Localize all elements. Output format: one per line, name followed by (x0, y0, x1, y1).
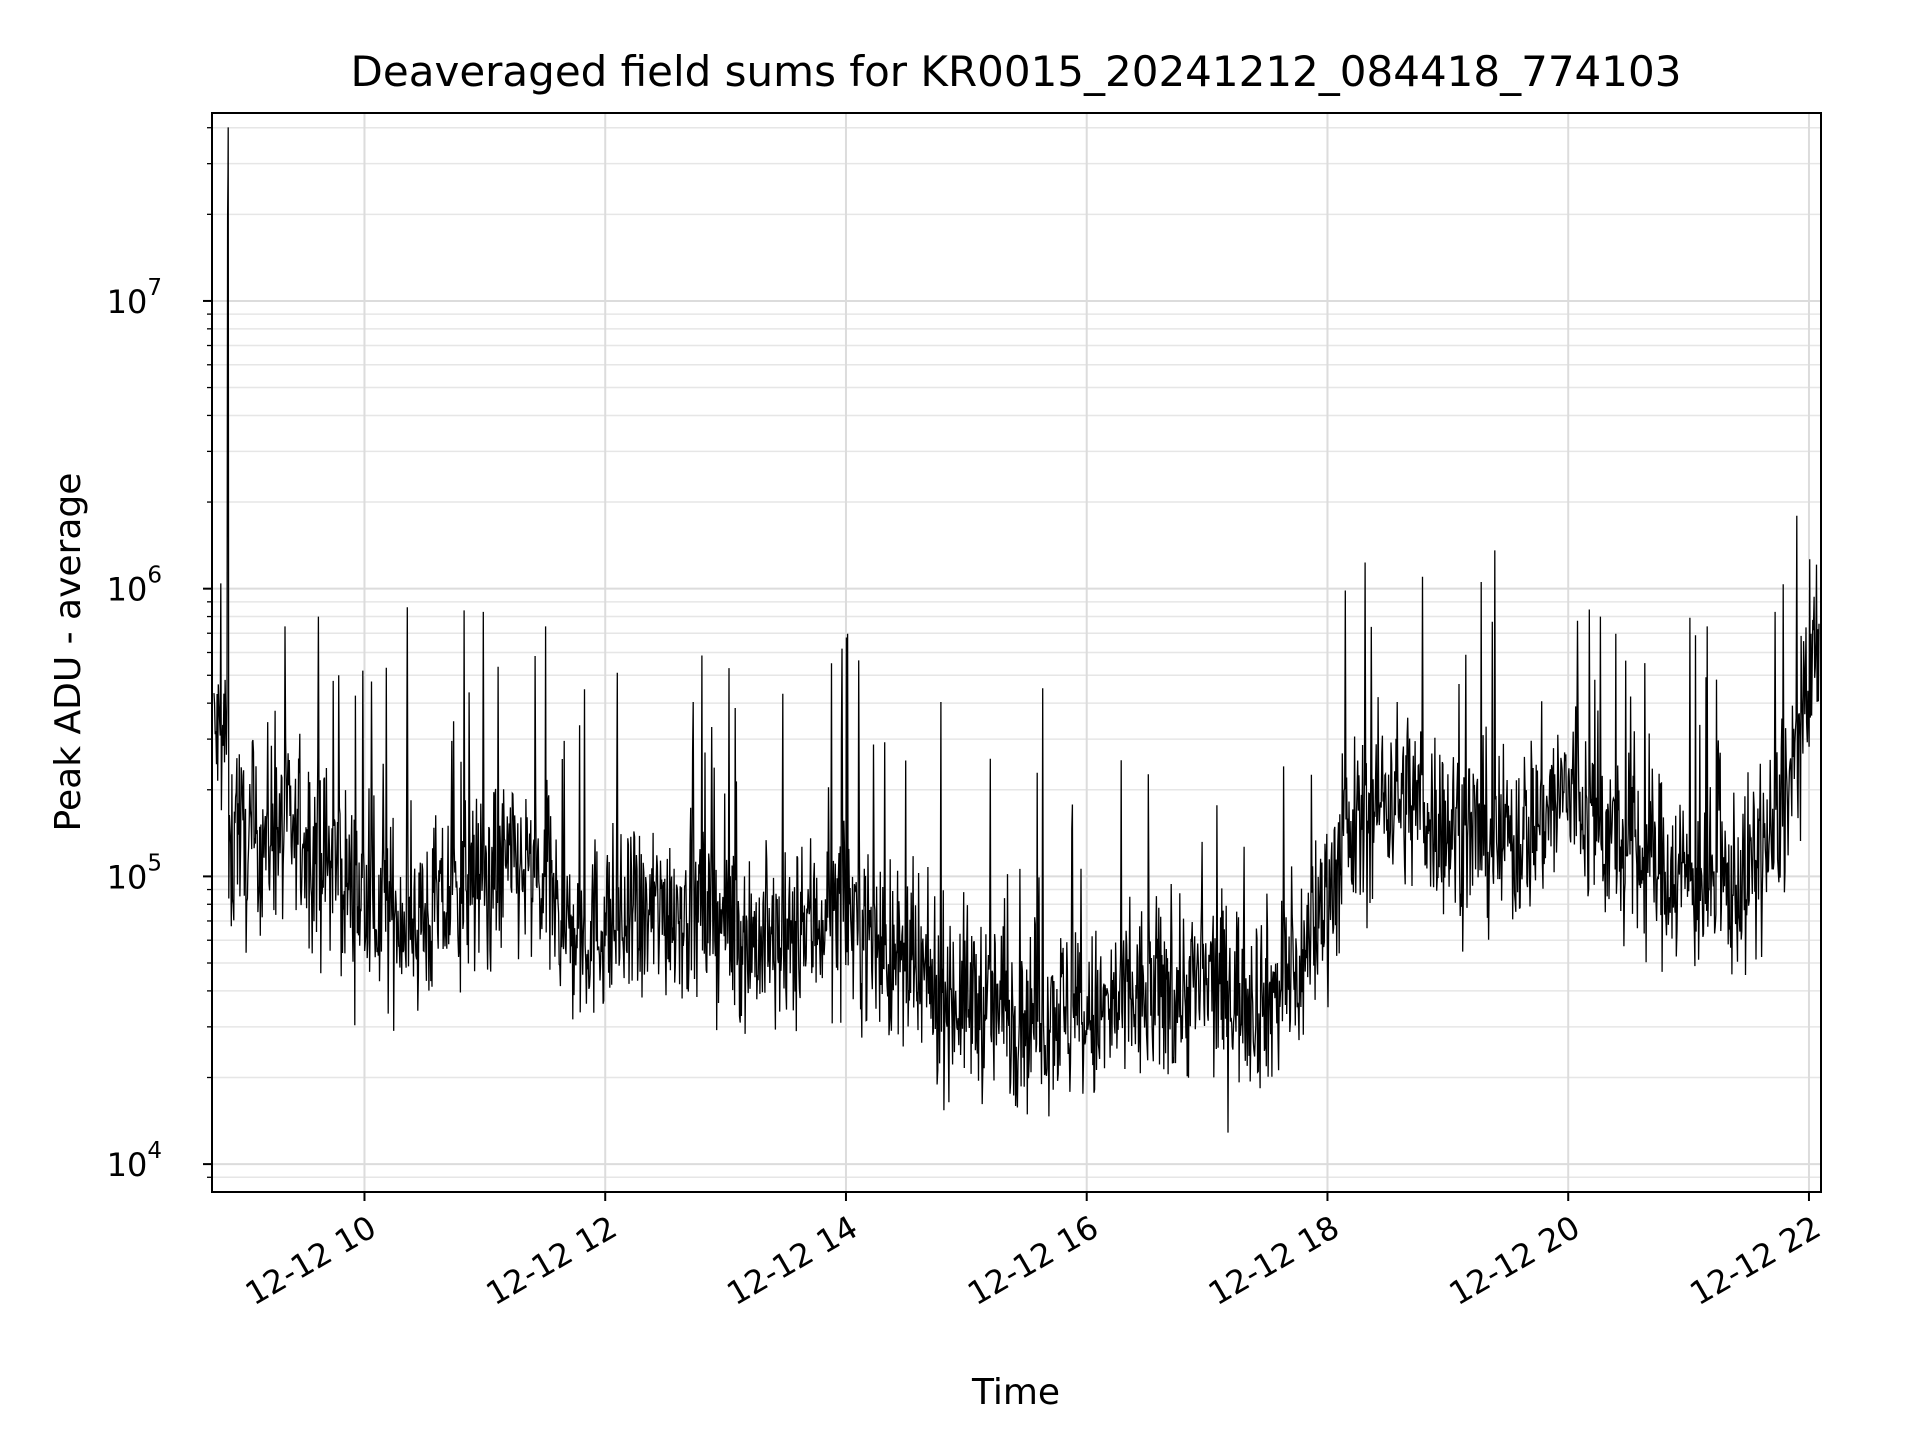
y-tick-exponent: 6 (147, 563, 162, 589)
y-tick-label: 107 (107, 275, 162, 321)
x-tick-label: 12-12 18 (1202, 1208, 1346, 1313)
y-axis: 104 105 106 107 (107, 127, 212, 1184)
x-axis-label: Time (971, 1372, 1060, 1413)
x-tick-label: 12-12 16 (961, 1208, 1105, 1313)
y-tick-label: 104 (107, 1138, 162, 1184)
x-tick-label: 12-12 20 (1443, 1208, 1587, 1313)
major-gridlines (212, 113, 1821, 1192)
x-axis: 12-12 10 12-12 12 12-12 14 12-12 16 12-12 18… (239, 1192, 1827, 1313)
y-tick-exponent: 5 (147, 850, 162, 876)
y-tick-exponent: 7 (147, 275, 162, 301)
y-tick-label: 106 (107, 563, 162, 609)
x-tick-label: 12-12 22 (1683, 1208, 1827, 1313)
series-line (213, 127, 1820, 1133)
x-tick-label: 12-12 10 (239, 1208, 383, 1313)
x-tick-label: 12-12 14 (720, 1208, 864, 1313)
chart-title: Deaveraged field sums for KR0015_2024121… (351, 47, 1682, 96)
y-axis-label: Peak ADU - average (48, 473, 89, 832)
minor-gridlines (212, 126, 1821, 1179)
y-tick-exponent: 4 (147, 1138, 162, 1164)
x-tick-label: 12-12 12 (480, 1208, 624, 1313)
y-tick-label: 105 (107, 850, 162, 896)
